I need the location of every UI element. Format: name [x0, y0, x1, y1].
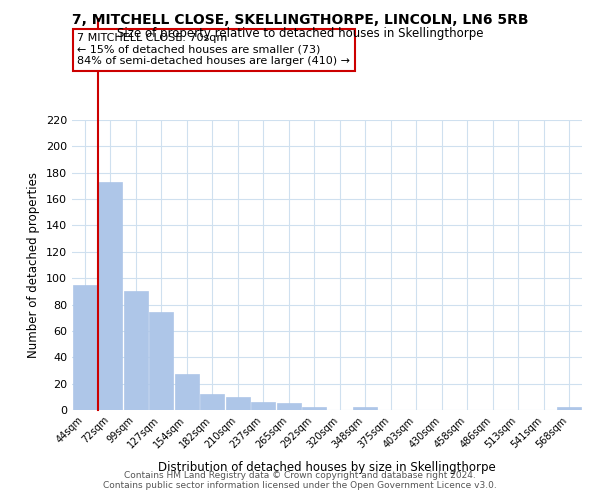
Bar [149, 312, 173, 410]
Bar [353, 408, 377, 410]
Text: 7, MITCHELL CLOSE, SKELLINGTHORPE, LINCOLN, LN6 5RB: 7, MITCHELL CLOSE, SKELLINGTHORPE, LINCO… [72, 12, 528, 26]
Bar [277, 404, 301, 410]
Text: 7 MITCHELL CLOSE: 70sqm
← 15% of detached houses are smaller (73)
84% of semi-de: 7 MITCHELL CLOSE: 70sqm ← 15% of detache… [77, 33, 350, 66]
Bar [557, 408, 581, 410]
Bar [251, 402, 275, 410]
X-axis label: Distribution of detached houses by size in Skellingthorpe: Distribution of detached houses by size … [158, 461, 496, 474]
Y-axis label: Number of detached properties: Number of detached properties [28, 172, 40, 358]
Bar [98, 182, 122, 410]
Text: Size of property relative to detached houses in Skellingthorpe: Size of property relative to detached ho… [117, 28, 483, 40]
Bar [73, 285, 97, 410]
Bar [302, 408, 326, 410]
Bar [175, 374, 199, 410]
Bar [124, 292, 148, 410]
Text: Contains HM Land Registry data © Crown copyright and database right 2024.
Contai: Contains HM Land Registry data © Crown c… [103, 470, 497, 490]
Bar [226, 397, 250, 410]
Bar [200, 394, 224, 410]
